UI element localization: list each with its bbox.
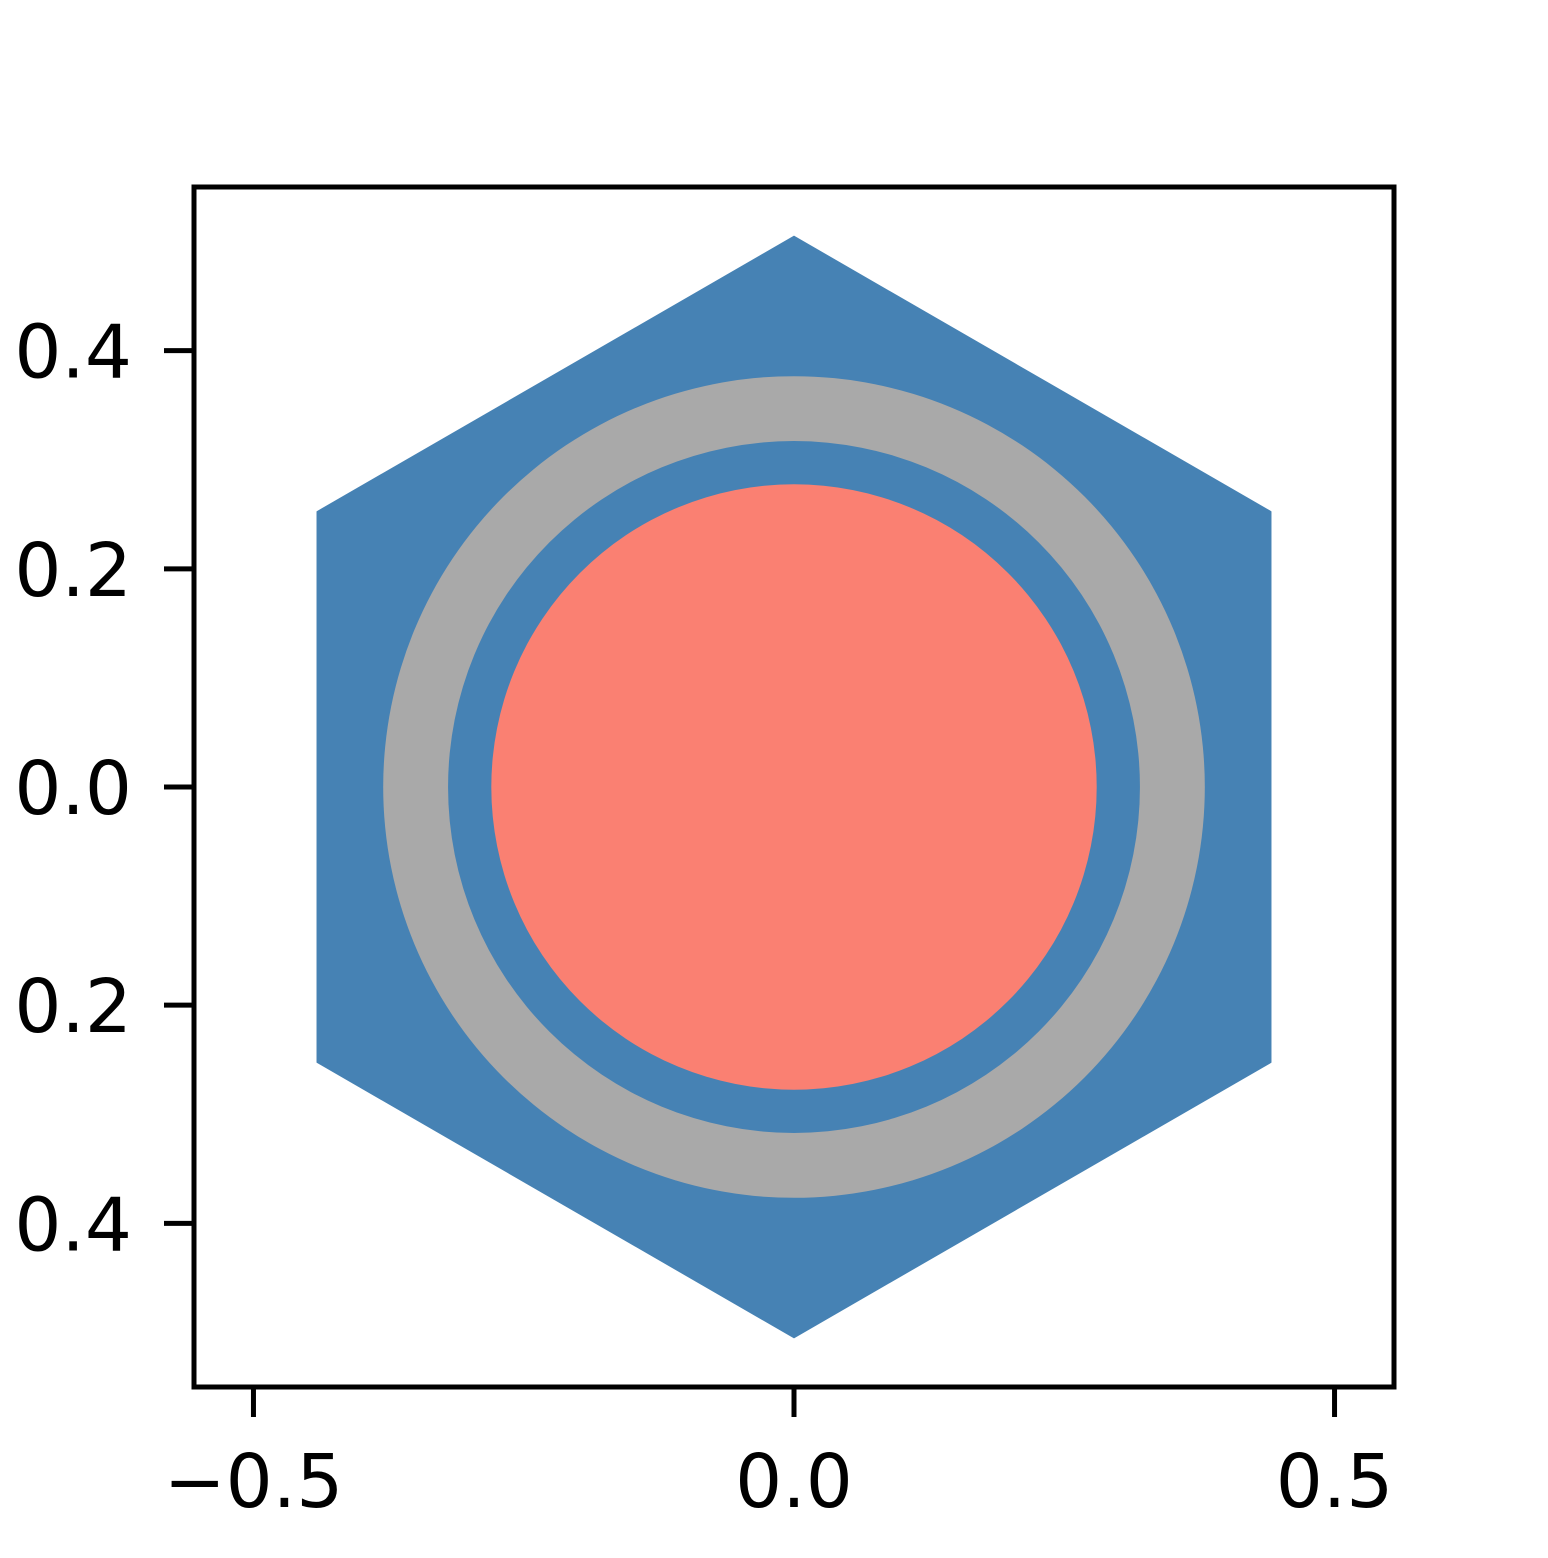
y-tick-label: 0.4 [14,1182,132,1268]
y-tick-label: 0.0 [14,746,132,832]
y-tick-label: 0.4 [14,310,132,396]
x-tick-label: 0.5 [1276,1439,1394,1525]
plot-area [316,235,1272,1339]
region-core [491,484,1097,1090]
x-tick-label: 0.0 [735,1439,853,1525]
y-axis: 0.4 0.2 0.0 0.2 0.4 [14,310,194,1268]
y-tick-label: 0.2 [14,964,132,1050]
x-axis: −0.5 0.0 0.5 [164,1387,1394,1525]
y-tick-label: 0.2 [14,528,132,614]
x-tick-label: −0.5 [164,1439,344,1525]
